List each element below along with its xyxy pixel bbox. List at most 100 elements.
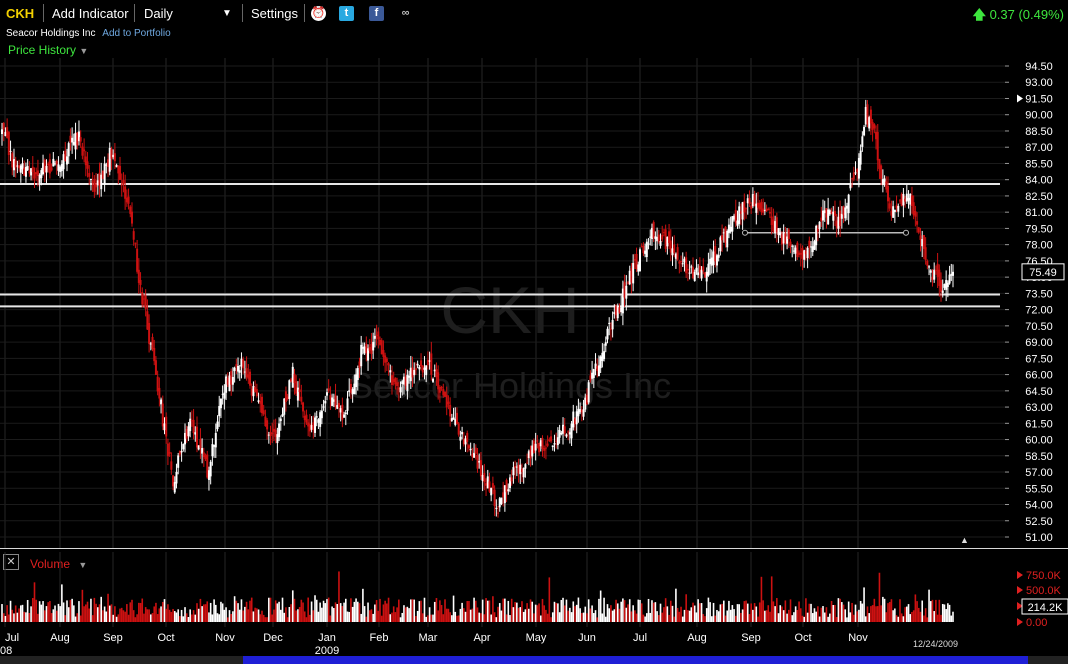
volume-bar [789, 599, 792, 622]
volume-bar [781, 606, 783, 622]
candle-body [611, 319, 614, 330]
candle-body [392, 379, 395, 382]
month-label: Oct [157, 632, 174, 644]
volume-bar [690, 607, 693, 622]
volume-bar [649, 612, 652, 622]
scroll-up-icon[interactable]: ▲ [960, 535, 969, 545]
candle-body [861, 136, 864, 147]
volume-bar [280, 609, 282, 622]
candle-body [250, 388, 253, 396]
candle-body [72, 142, 75, 145]
volume-bar [413, 599, 416, 622]
volume-tick-marker [1017, 618, 1023, 626]
price-history-menu[interactable]: Price History ▼ [8, 43, 88, 57]
volume-bar [138, 602, 140, 622]
candle-body [553, 443, 556, 445]
candle-body [907, 197, 910, 201]
close-icon[interactable]: ✕ [3, 554, 19, 570]
volume-bar [363, 606, 366, 622]
volume-bar [663, 607, 665, 622]
volume-bar [319, 602, 321, 622]
up-arrow-icon: 🡅 [972, 7, 986, 22]
candle-body [842, 206, 845, 215]
binoculars-icon[interactable]: ∞ [401, 7, 410, 19]
period-select[interactable]: Daily [144, 6, 173, 21]
twitter-icon[interactable]: t [339, 6, 354, 21]
volume-bar [50, 613, 53, 622]
candle-body [669, 240, 672, 253]
volume-bar [858, 609, 860, 622]
volume-bar [627, 604, 629, 622]
candle-body [384, 355, 387, 363]
add-indicator-button[interactable]: Add Indicator [52, 6, 129, 21]
volume-bar [611, 610, 614, 622]
settings-button[interactable]: Settings [251, 6, 298, 21]
volume-bar [401, 612, 404, 622]
volume-bar [310, 601, 313, 622]
facebook-icon[interactable]: f [369, 6, 384, 21]
volume-bar [245, 601, 248, 622]
volume-bar [391, 612, 393, 622]
add-to-portfolio-link[interactable]: Add to Portfolio [102, 28, 171, 39]
candle-body [768, 212, 771, 214]
y-tick-label: 55.50 [1025, 483, 1053, 495]
alarm-clock-icon[interactable]: ⏰ [311, 6, 326, 21]
volume-bar [78, 601, 80, 622]
candle-body [237, 365, 240, 372]
volume-bar [394, 612, 397, 622]
volume-bar [811, 613, 814, 622]
volume-bar [57, 603, 60, 622]
volume-bar [693, 605, 696, 622]
volume-bar [49, 600, 51, 622]
candle-body [293, 373, 296, 384]
volume-bar [425, 616, 427, 622]
volume-bar [846, 617, 848, 622]
candle-body [262, 410, 265, 415]
volume-bar [223, 609, 226, 622]
volume-bar [341, 606, 344, 622]
candle-body [112, 154, 115, 158]
candle-body [455, 412, 458, 425]
scrollbar-thumb[interactable] [243, 656, 1028, 664]
candle-body [815, 225, 818, 246]
volume-bar [131, 599, 133, 622]
candle-body [784, 233, 787, 244]
volume-bar [336, 604, 339, 622]
volume-bar [546, 613, 549, 622]
price-chart[interactable]: CKH Seacor Holdings Inc [0, 58, 1005, 548]
volume-bar [911, 611, 913, 622]
candle-body [690, 266, 693, 268]
candle-body [303, 415, 306, 421]
candle-body [149, 343, 152, 345]
candle-body [339, 408, 342, 413]
candle-body [406, 374, 409, 392]
volume-bar [344, 598, 347, 622]
candle-body [828, 210, 831, 215]
volume-bar [481, 599, 484, 622]
candle-body [510, 477, 513, 482]
candle-body [712, 251, 715, 266]
candle-body [917, 227, 920, 233]
candle-body [300, 396, 303, 402]
volume-bar [62, 602, 65, 622]
volume-bar [852, 614, 855, 622]
volume-bar [794, 606, 797, 622]
volume-bar [929, 601, 932, 622]
candle-body [368, 347, 371, 351]
volume-bar [820, 607, 823, 622]
volume-bar [622, 598, 624, 622]
volume-bar [823, 612, 826, 622]
period-dropdown-icon[interactable]: ▼ [222, 8, 232, 19]
volume-bar [451, 615, 453, 622]
candle-body [361, 347, 364, 349]
volume-bar [416, 610, 419, 622]
volume-bar [302, 602, 304, 622]
volume-bar [596, 617, 599, 622]
candle-body [688, 272, 691, 274]
candle-body [585, 394, 588, 405]
month-label: Dec [263, 632, 283, 644]
symbol-label[interactable]: CKH [6, 6, 35, 21]
volume-bar [201, 606, 203, 622]
toolbar-divider [134, 4, 135, 22]
y-tick-label: 73.50 [1025, 288, 1053, 300]
